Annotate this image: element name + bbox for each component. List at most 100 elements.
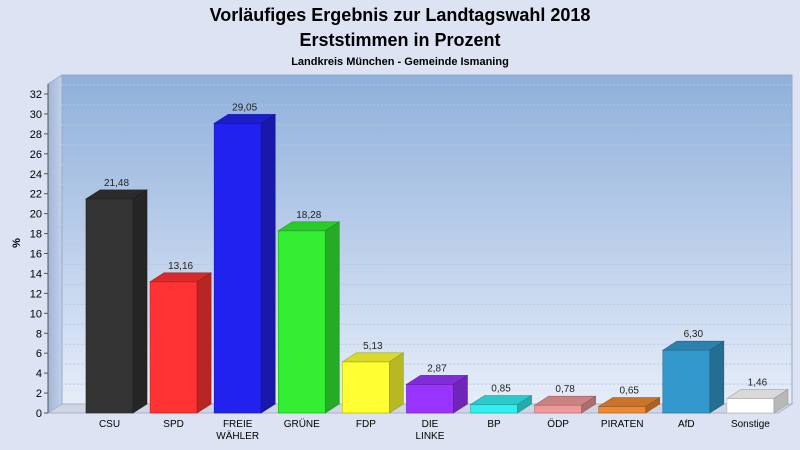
- grid-line: [47, 144, 792, 155]
- grid-line: [47, 104, 792, 115]
- grid-line: [47, 363, 792, 374]
- data-label: 29,05: [232, 102, 257, 113]
- y-tick-label: 0: [36, 408, 42, 420]
- bar-front: [85, 198, 134, 414]
- bar-side: [132, 189, 148, 414]
- chart-title: Vorläufiges Ergebnis zur Landtagswahl 20…: [210, 5, 591, 25]
- bar-side: [196, 272, 212, 414]
- side-wall: [47, 74, 63, 414]
- y-tick-label: 6: [36, 348, 42, 360]
- x-tick-label: CSU: [99, 419, 120, 430]
- grid-line: [47, 383, 792, 394]
- bar-front: [277, 230, 326, 414]
- grid-line: [47, 184, 792, 195]
- data-label: 0,85: [491, 384, 511, 395]
- x-tick-label: DIE: [422, 419, 439, 430]
- y-tick-label: 8: [36, 328, 42, 340]
- chart-subtitle: Erststimmen in Prozent: [299, 30, 500, 50]
- bar: [405, 374, 469, 414]
- y-tick-label: 2: [36, 388, 42, 400]
- bars: [84, 113, 789, 414]
- bar-front: [726, 398, 775, 414]
- bar: [469, 394, 533, 414]
- data-label: 5,13: [363, 341, 383, 352]
- grid-line: [47, 343, 792, 354]
- chart-caption: Landkreis München - Gemeinde Ismaning: [291, 56, 509, 68]
- x-tick-label: SPD: [163, 419, 184, 430]
- bar-side: [389, 352, 404, 414]
- bar-front: [406, 384, 454, 414]
- grid-line: [47, 263, 792, 274]
- data-label: 2,87: [427, 363, 447, 374]
- bar-front: [213, 123, 262, 414]
- x-tick-label: PIRATEN: [601, 419, 644, 430]
- data-label: 18,28: [296, 210, 321, 221]
- grid-line: [47, 84, 792, 95]
- y-axis-label: %: [11, 238, 23, 248]
- bar: [149, 272, 213, 414]
- grid-line: [47, 244, 792, 254]
- bar-side: [260, 113, 276, 414]
- y-tick-label: 12: [30, 288, 42, 300]
- bar-side: [453, 374, 468, 414]
- bar: [597, 396, 661, 414]
- bar-front: [598, 406, 647, 414]
- bar: [533, 395, 597, 414]
- bar-front: [470, 404, 518, 414]
- y-tick-label: 26: [30, 149, 42, 161]
- x-tick-label: ÖDP: [547, 418, 569, 430]
- grid-line: [47, 124, 792, 135]
- y-tick-label: 10: [30, 308, 42, 320]
- bar-side: [581, 395, 596, 414]
- grid-line: [47, 283, 792, 294]
- data-label: 0,65: [619, 386, 639, 397]
- bar-front: [149, 281, 198, 414]
- y-tick-label: 4: [36, 368, 42, 380]
- bar-front: [662, 349, 711, 414]
- bar-side: [517, 394, 532, 414]
- bar: [341, 352, 405, 414]
- data-label: 1,46: [748, 377, 768, 388]
- bar-side: [645, 396, 661, 414]
- data-label: 0,78: [555, 384, 575, 395]
- x-tick-label: FREIE: [223, 419, 253, 430]
- x-tick-label: LINKE: [416, 431, 445, 442]
- y-tick-label: 22: [30, 189, 42, 201]
- y-tick-label: 20: [30, 209, 42, 221]
- grid-line: [47, 204, 792, 215]
- bar: [661, 340, 725, 414]
- grid-line: [47, 164, 792, 175]
- bar-side: [773, 388, 789, 414]
- value-labels: 21,48 13,16 29,05 18,28 5,13 2,87 0,85 0,78 0,65…: [104, 102, 768, 396]
- data-label: 13,16: [168, 261, 193, 272]
- y-tick-label: 24: [30, 169, 42, 181]
- y-tick-label: 30: [30, 109, 42, 121]
- y-tick-label: 18: [30, 229, 42, 241]
- bar-side: [324, 221, 340, 414]
- data-label: 21,48: [104, 178, 129, 189]
- y-tick-label: 32: [30, 89, 42, 101]
- bar: [725, 388, 789, 414]
- x-tick-label: BP: [487, 419, 501, 430]
- grid-line: [47, 323, 792, 334]
- y-tick-label: 16: [30, 249, 42, 261]
- x-tick-label: FDP: [356, 419, 376, 430]
- bar-front: [342, 361, 390, 414]
- y-tick-label: 28: [30, 129, 42, 141]
- bar-front: [534, 404, 582, 414]
- bar: [277, 221, 341, 414]
- x-tick-label: Sonstige: [731, 419, 770, 430]
- data-label: 6,30: [684, 329, 704, 340]
- grid-line: [47, 224, 792, 234]
- x-tick-label: GRÜNE: [284, 418, 320, 430]
- grid-line: [47, 303, 792, 314]
- x-tick-label: AfD: [678, 419, 695, 430]
- grid-lines: [47, 84, 792, 394]
- bar: [213, 113, 277, 414]
- y-tick-label: 14: [30, 268, 42, 280]
- x-tick-label: WÄHLER: [216, 430, 259, 442]
- bar-side: [709, 340, 725, 414]
